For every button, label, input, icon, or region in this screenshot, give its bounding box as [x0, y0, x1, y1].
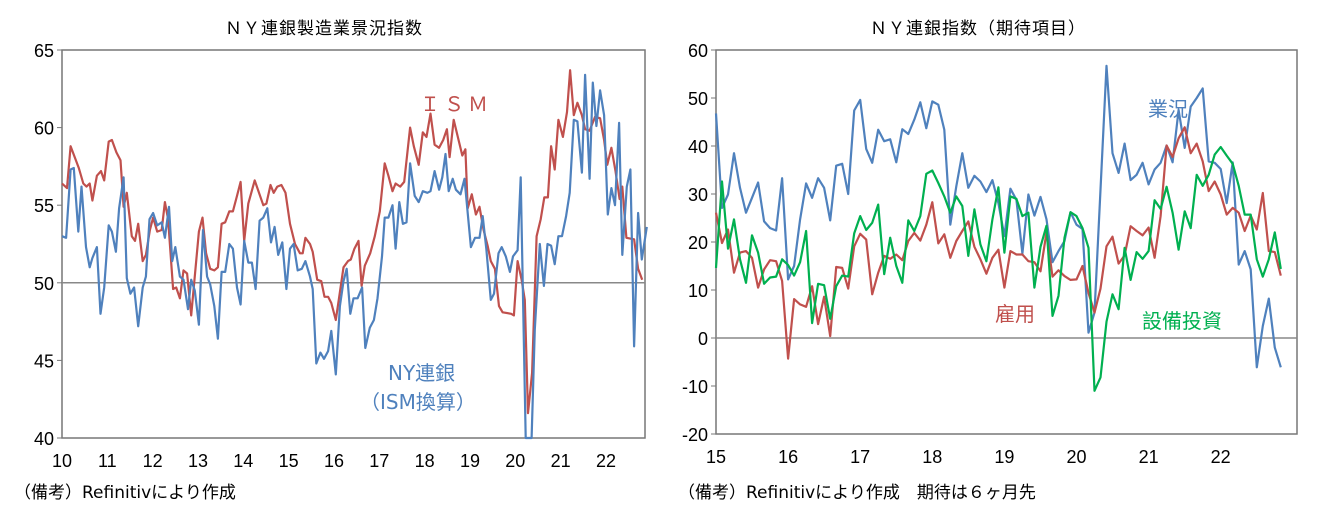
series-line-1-2 [714, 145, 1282, 392]
right-chart-title: ＮＹ連銀指数（期待項目） [870, 19, 1086, 39]
y-tick-label: 40 [688, 137, 708, 157]
x-tick-label: 16 [324, 451, 344, 471]
x-tick-label: 18 [922, 447, 942, 467]
y-tick-label: -20 [682, 425, 708, 445]
x-tick-label: 13 [188, 451, 208, 471]
y-tick-label: -10 [682, 377, 708, 397]
y-tick-label: 30 [688, 185, 708, 205]
x-tick-label: 10 [52, 451, 72, 471]
x-tick-label: 11 [98, 451, 117, 471]
y-tick-label: 20 [688, 233, 708, 253]
y-tick-label: 50 [688, 89, 708, 109]
x-tick-label: 19 [460, 451, 480, 471]
employment-series-label: 雇用 [995, 302, 1035, 326]
x-tick-label: 17 [369, 451, 389, 471]
x-tick-label: 22 [596, 451, 616, 471]
right-chart-note: （備考）Refinitivにより作成 期待は６ヶ月先 [678, 483, 1036, 503]
x-tick-label: 15 [279, 451, 299, 471]
x-tick-label: 21 [551, 451, 571, 471]
x-tick-label: 16 [778, 447, 798, 467]
series-line-0-1 [61, 73, 648, 440]
business-series-label: 業況 [1148, 97, 1188, 121]
x-tick-label: 12 [143, 451, 163, 471]
x-tick-label: 20 [505, 451, 525, 471]
ny-series-label-sub: （ISM換算） [360, 390, 476, 414]
ny-series-label: NY連銀 [388, 361, 456, 385]
x-tick-label: 20 [1066, 447, 1086, 467]
y-tick-label: 60 [34, 119, 54, 139]
capex-series-label: 設備投資 [1142, 309, 1222, 333]
x-tick-label: 18 [415, 451, 435, 471]
x-tick-label: 21 [1139, 447, 1159, 467]
series-line-0-0 [61, 69, 644, 415]
x-tick-label: 22 [1211, 447, 1231, 467]
left-chart-note: （備考）Refinitivにより作成 [14, 483, 236, 503]
x-tick-label: 17 [850, 447, 870, 467]
y-tick-label: 0 [698, 329, 708, 349]
y-tick-label: 40 [34, 429, 54, 449]
x-tick-label: 15 [706, 447, 726, 467]
y-tick-label: 55 [34, 196, 54, 216]
x-tick-label: 19 [994, 447, 1014, 467]
ism-series-label: ＩＳＭ [420, 92, 492, 116]
y-tick-label: 60 [688, 41, 708, 61]
y-tick-label: 45 [34, 351, 54, 371]
y-tick-label: 10 [688, 281, 708, 301]
y-tick-label: 50 [34, 274, 54, 294]
left-chart-title: ＮＹ連銀製造業景況指数 [225, 19, 423, 39]
y-tick-label: 65 [34, 41, 54, 61]
x-tick-label: 14 [233, 451, 253, 471]
